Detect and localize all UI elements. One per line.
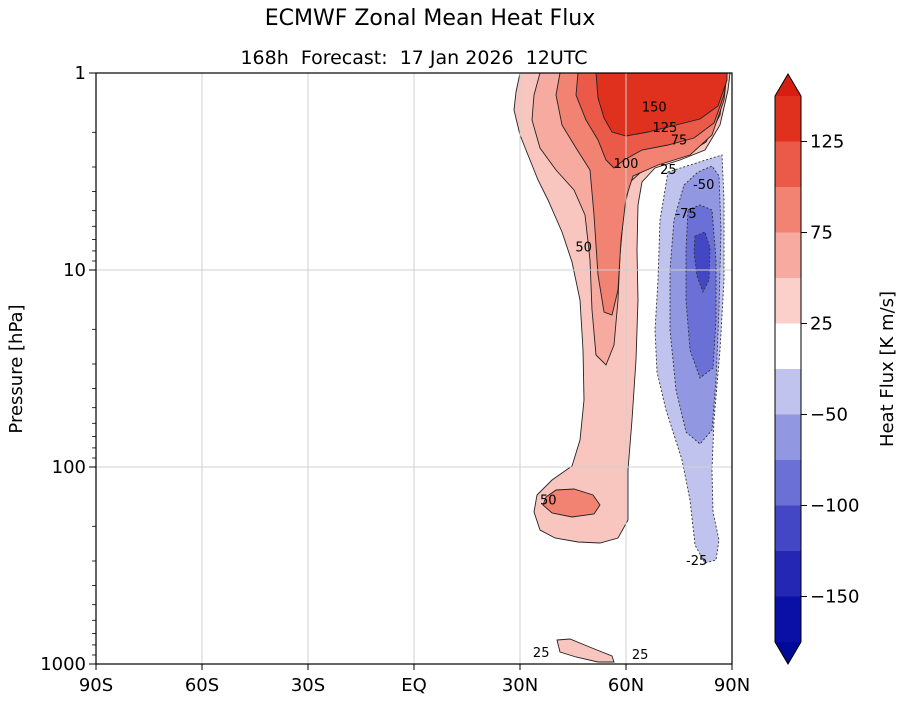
contour-label: -50 [693,178,714,193]
colorbar-segment [775,460,801,506]
y-tick-label: 1000 [40,654,86,675]
colorbar-outline [774,73,802,665]
contour-label: -25 [686,554,707,569]
colorbar-tick-label: 25 [810,314,833,335]
contour-fill-minus-100 [693,231,711,294]
contour-fill-50-lower [542,488,601,518]
chart-title: ECMWF Zonal Mean Heat Flux [264,6,596,31]
colorbar-tick-label: −150 [810,587,859,608]
colorbar-tick-label: −50 [810,405,848,426]
colorbar-tick-label: −100 [810,496,859,517]
colorbar-segment [775,232,801,279]
contour-label: 50 [540,494,557,509]
colorbar-label: Heat Flux [K m/s] [877,291,898,447]
x-tick-label: 30S [291,675,325,696]
contour-label: 25 [533,646,550,661]
y-tick-label: 1 [75,63,86,84]
contour-fills [513,73,731,663]
contour-fill-minus-75 [685,204,717,379]
colorbar-extend-min [775,642,801,664]
x-tick-label: 60N [608,675,644,696]
colorbar-segment [775,187,801,233]
x-tick-label: EQ [401,675,427,696]
contour-fill-25 [513,73,731,544]
colorbar: 125 75 25 −50 −100 −150 [774,73,859,665]
y-axis-label: Pressure [hPa] [6,304,27,433]
gridlines [96,73,732,664]
contour-label: 125 [652,121,677,136]
colorbar-segment [775,596,801,643]
axes: 90S 60S 30S EQ 30N 60N 90N 1 10 100 1000 [40,63,750,696]
contour-label: -75 [675,207,696,222]
contour-label: 50 [575,241,592,256]
colorbar-extend-max [775,74,801,96]
y-tick-label: 100 [52,457,86,478]
colorbar-segment [775,414,801,461]
y-tick-label: 10 [63,260,86,281]
colorbar-segment [775,369,801,415]
x-tick-label: 90N [714,675,750,696]
contour-fill-125 [595,73,728,137]
colorbar-segment [775,278,801,324]
colorbar-segment [775,141,801,188]
x-tick-label: 90S [79,675,113,696]
contour-label: 100 [614,157,639,172]
contour-fill-25-surface [556,638,615,663]
colorbar-tick-label: 125 [810,132,844,153]
contour-label: 75 [671,133,688,148]
colorbar-segment [775,505,801,552]
contour-label: 25 [660,163,677,178]
colorbar-segment [775,323,801,370]
contour-label: 150 [642,101,667,116]
colorbar-tick-label: 75 [810,223,833,244]
x-tick-label: 30N [502,675,538,696]
colorbar-segment [775,551,801,597]
colorbar-segment [775,96,801,142]
chart-subtitle: 168h Forecast: 17 Jan 2026 12UTC [240,47,588,69]
contour-label: 25 [632,648,649,663]
x-tick-label: 60S [185,675,219,696]
